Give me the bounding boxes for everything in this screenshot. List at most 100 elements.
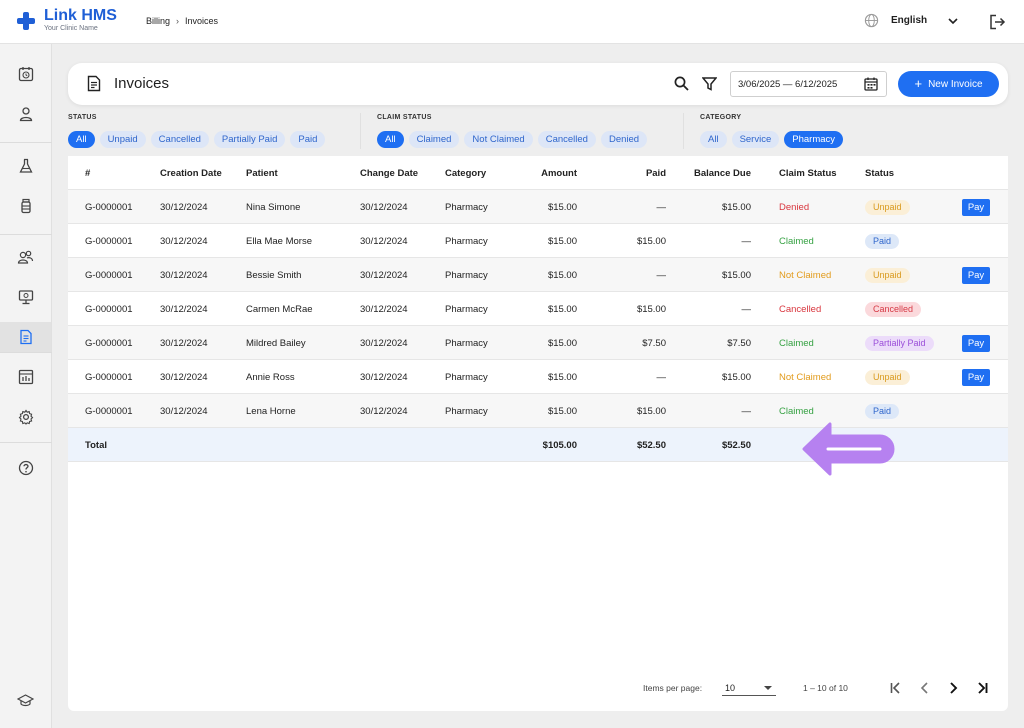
paid-amount: — (656, 269, 667, 281)
table-row[interactable]: G-0000001 30/12/2024 Lena Horne 30/12/20… (68, 394, 1008, 428)
table-row[interactable]: G-0000001 30/12/2024 Mildred Bailey 30/1… (68, 326, 1008, 360)
next-page-icon[interactable] (946, 681, 960, 695)
balance-due: $7.50 (727, 337, 751, 349)
amount: $15.00 (547, 201, 577, 213)
total-label: Total (85, 439, 107, 451)
category-chip-pharmacy[interactable]: Pharmacy (784, 131, 844, 148)
col-header-creation-date[interactable]: Creation Date (160, 167, 222, 179)
col-header-paid[interactable]: Paid (645, 167, 666, 179)
col-header-amount[interactable]: Amount (541, 167, 577, 179)
app-name: Link HMS (44, 7, 117, 24)
last-page-icon[interactable] (975, 681, 989, 695)
sidebar-item-pharmacy[interactable] (0, 191, 51, 221)
pay-button[interactable]: Pay (962, 199, 990, 216)
category-filter: CATEGORY All Service Pharmacy (700, 114, 844, 148)
status-chip-partially-paid[interactable]: Partially Paid (213, 131, 286, 148)
status-chip-unpaid[interactable]: Unpaid (99, 131, 146, 148)
amount: $15.00 (547, 269, 577, 281)
logout-icon[interactable] (989, 14, 1006, 30)
sidebar-item-monitor[interactable] (0, 282, 51, 312)
table-row[interactable]: G-0000001 30/12/2024 Annie Ross 30/12/20… (68, 360, 1008, 394)
sidebar-item-patients[interactable] (0, 99, 51, 129)
claim-chip-denied[interactable]: Denied (600, 131, 648, 148)
app-logo[interactable]: Link HMS Your Clinic Name (16, 8, 117, 33)
sidebar-item-appointments[interactable] (0, 59, 51, 89)
graduation-cap-icon (17, 693, 34, 706)
status-badge: Unpaid (865, 267, 910, 283)
change-date: 30/12/2024 (360, 201, 408, 213)
balance-due: $15.00 (721, 269, 751, 281)
claim-chip-cancelled[interactable]: Cancelled (537, 131, 596, 148)
sidebar-item-laboratory[interactable] (0, 151, 51, 181)
category: Pharmacy (445, 235, 488, 247)
table-row[interactable]: G-0000001 30/12/2024 Ella Mae Morse 30/1… (68, 224, 1008, 258)
col-header-number[interactable]: # (85, 167, 91, 179)
new-invoice-button[interactable]: + New Invoice (898, 71, 999, 97)
change-date: 30/12/2024 (360, 269, 408, 281)
status-badge: Unpaid (865, 199, 910, 215)
paid-amount: $7.50 (642, 337, 666, 349)
col-header-patient[interactable]: Patient (246, 167, 278, 179)
status-chip-cancelled[interactable]: Cancelled (150, 131, 209, 148)
change-date: 30/12/2024 (360, 303, 408, 315)
pay-button[interactable]: Pay (962, 369, 990, 386)
claim-chip-not-claimed[interactable]: Not Claimed (464, 131, 533, 148)
invoice-id: G-0000001 (85, 303, 133, 315)
language-selector[interactable]: English (864, 13, 959, 28)
breadcrumb-invoices: Invoices (185, 16, 219, 26)
col-header-balance-due[interactable]: Balance Due (693, 167, 751, 179)
claim-status: Claimed (779, 235, 814, 247)
patient-name: Bessie Smith (246, 269, 302, 281)
sidebar-item-training[interactable] (0, 685, 51, 715)
amount: $15.00 (547, 303, 577, 315)
date-range-input[interactable]: 3/06/2025 — 6/12/2025 (730, 71, 887, 97)
category-chip-all[interactable]: All (700, 131, 727, 148)
breadcrumb-billing[interactable]: Billing (146, 16, 171, 26)
page-range: 1 – 10 of 10 (803, 683, 848, 693)
col-header-claim-status[interactable]: Claim Status (779, 167, 837, 179)
invoices-table: # Creation Date Patient Change Date Cate… (68, 156, 1008, 711)
sidebar-item-settings[interactable] (0, 402, 51, 432)
claim-chip-all[interactable]: All (377, 131, 404, 148)
table-row[interactable]: G-0000001 30/12/2024 Bessie Smith 30/12/… (68, 258, 1008, 292)
pay-button[interactable]: Pay (962, 335, 990, 352)
sidebar-item-invoices[interactable] (0, 322, 51, 352)
filter-icon[interactable] (702, 76, 717, 91)
paid-amount: — (656, 371, 667, 383)
items-per-page-select[interactable]: 10 (722, 680, 776, 696)
sidebar-item-reports[interactable] (0, 362, 51, 392)
paid-amount: $15.00 (636, 235, 666, 247)
col-header-category[interactable]: Category (445, 167, 487, 179)
amount: $15.00 (547, 337, 577, 349)
claim-status: Cancelled (779, 303, 822, 315)
previous-page-icon[interactable] (918, 681, 932, 695)
first-page-icon[interactable] (889, 681, 903, 695)
col-header-change-date[interactable]: Change Date (360, 167, 419, 179)
status-chip-all[interactable]: All (68, 131, 95, 148)
patient-name: Carmen McRae (246, 303, 313, 315)
table-row[interactable]: G-0000001 30/12/2024 Nina Simone 30/12/2… (68, 190, 1008, 224)
change-date: 30/12/2024 (360, 405, 408, 417)
table-header-row: # Creation Date Patient Change Date Cate… (68, 156, 1008, 190)
globe-icon (864, 13, 879, 28)
balance-due: $15.00 (721, 201, 751, 213)
sidebar-item-help[interactable] (0, 453, 51, 483)
calendar-icon[interactable] (864, 77, 878, 91)
patient-name: Lena Horne (246, 405, 296, 417)
invoice-id: G-0000001 (85, 269, 133, 281)
status-chip-paid[interactable]: Paid (290, 131, 326, 148)
search-icon[interactable] (674, 76, 689, 91)
sidebar-item-staff[interactable] (0, 242, 51, 272)
pay-button[interactable]: Pay (962, 267, 990, 284)
category-chip-service[interactable]: Service (731, 131, 780, 148)
creation-date: 30/12/2024 (160, 337, 208, 349)
table-row[interactable]: G-0000001 30/12/2024 Carmen McRae 30/12/… (68, 292, 1008, 326)
page-header: Invoices 3/06/2025 — 6/12/2025 + New Inv… (68, 63, 1008, 105)
people-icon (17, 250, 34, 264)
app-tagline: Your Clinic Name (44, 25, 98, 32)
claim-chip-claimed[interactable]: Claimed (408, 131, 460, 148)
patient-name: Nina Simone (246, 201, 301, 213)
amount: $15.00 (547, 405, 577, 417)
language-label: English (891, 15, 928, 26)
col-header-status[interactable]: Status (865, 167, 895, 179)
